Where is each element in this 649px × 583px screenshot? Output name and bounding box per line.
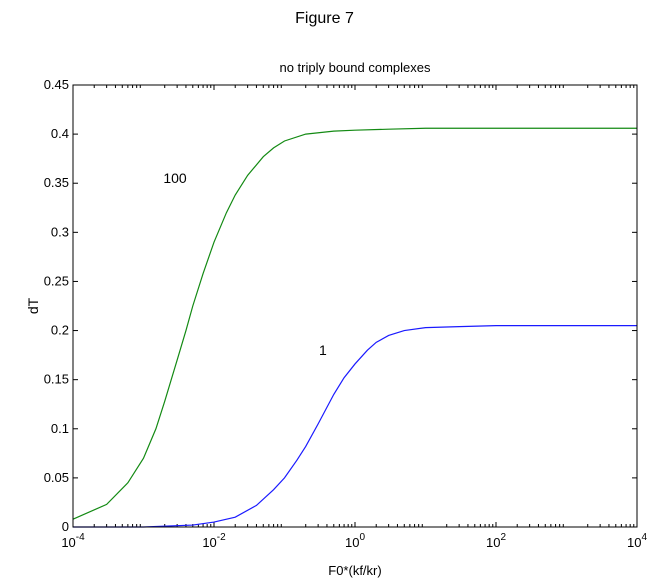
y-tick-label: 0.2 [51, 323, 69, 338]
x-axis-label: F0*(kf/kr) [328, 563, 381, 578]
y-tick-label: 0 [62, 519, 69, 534]
curve-label: 1 [319, 342, 327, 358]
y-tick-label: 0.4 [51, 126, 69, 141]
x-tick-label: 100 [345, 532, 365, 550]
y-tick-label: 0.25 [44, 273, 69, 288]
y-tick-label: 0.15 [44, 372, 69, 387]
y-tick-label: 0.35 [44, 175, 69, 190]
curve-label: 100 [163, 170, 187, 186]
chart-title: no triply bound complexes [279, 60, 431, 75]
series-line-1 [73, 325, 637, 528]
y-tick-label: 0.3 [51, 224, 69, 239]
x-tick-label: 104 [627, 532, 647, 550]
x-tick-label: 10-2 [202, 532, 226, 550]
x-tick-label: 10-4 [61, 532, 85, 550]
plot-area-frame [72, 84, 638, 528]
y-tick-label: 0.05 [44, 470, 69, 485]
y-axis-label: dT [25, 297, 41, 314]
figure-title: Figure 7 [295, 10, 354, 27]
x-tick-label: 102 [486, 532, 506, 550]
y-tick-label: 0.1 [51, 421, 69, 436]
y-tick-label: 0.45 [44, 77, 69, 92]
series-line-100 [72, 127, 637, 520]
